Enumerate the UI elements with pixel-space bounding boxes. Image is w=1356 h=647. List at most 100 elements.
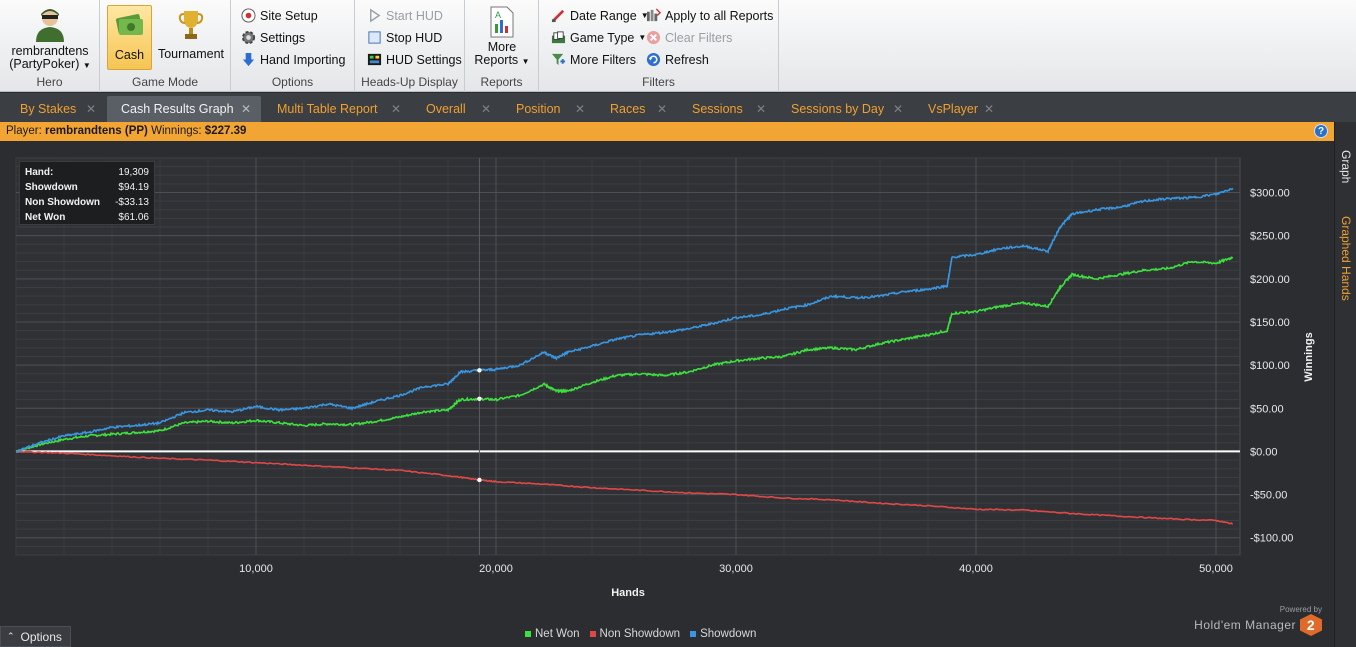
hero-group: rembrandtens (PartyPoker) ▼ Hero <box>0 0 100 92</box>
cash-button[interactable]: Cash <box>107 5 152 70</box>
chart-series <box>15 187 1234 525</box>
side-tab-graph[interactable]: Graph <box>1339 150 1353 184</box>
tab-label: Overall <box>426 102 466 116</box>
cash-label: Cash <box>114 48 145 62</box>
chevron-up-icon: ⌃ <box>7 631 15 641</box>
options-button[interactable]: ⌃ Options <box>0 626 71 647</box>
tab-label: VsPlayer <box>928 102 979 116</box>
hero-button[interactable]: rembrandtens (PartyPoker) ▼ <box>6 6 94 72</box>
tab-races[interactable]: Races ✕ <box>596 96 677 122</box>
more-reports-label-1: More <box>487 40 517 54</box>
hand-marker-point <box>477 368 482 373</box>
close-icon[interactable]: ✕ <box>480 102 491 116</box>
stat-non-showdown-value: -$33.13 <box>115 197 149 208</box>
date-range-icon <box>551 9 565 23</box>
y-tick-label: $0.00 <box>1250 446 1278 458</box>
side-tab-graphed-hands[interactable]: Graphed Hands <box>1339 216 1353 301</box>
series-line-net-won <box>15 256 1234 453</box>
close-icon[interactable]: ✕ <box>85 102 96 116</box>
more-filters-label: More Filters <box>570 52 636 67</box>
more-reports-button[interactable]: A More Reports ▼ <box>469 6 535 68</box>
tournament-button[interactable]: Tournament <box>154 5 228 70</box>
close-icon[interactable]: ✕ <box>574 102 585 116</box>
hud-settings-label: HUD Settings <box>386 52 462 67</box>
game-type-icon <box>551 31 566 44</box>
site-setup-icon <box>241 8 256 23</box>
import-arrow-icon <box>242 52 255 67</box>
game-type-dropdown-icon: ▼ <box>638 33 647 42</box>
tab-vsplayer[interactable]: VsPlayer ✕ <box>914 96 1004 122</box>
hud-group-label: Heads-Up Display <box>361 75 458 89</box>
y-tick-label: $250.00 <box>1250 231 1290 243</box>
tab-overall[interactable]: Overall ✕ <box>412 96 501 122</box>
reports-group: A More Reports ▼ Reports <box>465 0 539 92</box>
tab-multi-table-report[interactable]: Multi Table Report ✕ <box>263 96 411 122</box>
tab-by-stakes[interactable]: By Stakes ✕ <box>6 96 106 122</box>
date-range-label: Date Range <box>570 8 637 23</box>
filters-group-label: Filters <box>642 75 675 89</box>
clear-icon <box>646 30 661 45</box>
stop-hud-button[interactable]: Stop HUD <box>367 30 442 45</box>
trophy-icon <box>178 11 204 39</box>
results-chart: -$100.00 -$50.00 $0.00 $50.00 $100.00 $150.00… <box>15 157 1315 599</box>
player-label: Player: <box>6 125 42 137</box>
game-type-button[interactable]: Game Type ▼ <box>551 30 646 45</box>
apply-all-icon <box>646 8 661 22</box>
x-tick-label: 10,000 <box>239 563 273 575</box>
hud-group: Start HUD Stop HUD HUD Settings Heads-Up… <box>355 0 465 92</box>
stat-hand-value: 19,309 <box>118 167 149 178</box>
tab-sessions-by-day[interactable]: Sessions by Day ✕ <box>777 96 913 122</box>
stat-hand-label: Hand: <box>25 167 54 178</box>
more-filters-button[interactable]: More Filters <box>551 52 636 67</box>
winnings-value: $227.39 <box>204 125 247 137</box>
filters-group: Date Range ▼ Game Type ▼ More Filters Ap… <box>539 0 779 92</box>
x-tick-labels: 10,000 20,000 30,000 40,000 50,000 <box>239 563 1233 575</box>
options-group-label: Options <box>271 75 314 89</box>
hud-settings-button[interactable]: HUD Settings <box>367 52 462 67</box>
options-label: Options <box>20 629 62 644</box>
more-reports-label-2: Reports <box>474 53 519 67</box>
hud-settings-icon <box>367 53 382 66</box>
tab-sessions[interactable]: Sessions ✕ <box>678 96 776 122</box>
hero-dropdown-icon[interactable]: ▼ <box>82 61 91 70</box>
close-icon[interactable]: ✕ <box>755 102 766 116</box>
legend-showdown[interactable]: Showdown <box>690 628 756 640</box>
legend-swatch <box>690 631 697 637</box>
legend-label: Non Showdown <box>599 628 681 640</box>
close-icon[interactable]: ✕ <box>390 102 401 116</box>
more-reports-dropdown-icon: ▼ <box>521 57 530 66</box>
settings-button[interactable]: Settings <box>241 30 305 45</box>
y-tick-label: $50.00 <box>1250 403 1284 415</box>
legend-net-won[interactable]: Net Won <box>525 628 580 640</box>
hero-avatar-icon <box>36 9 64 42</box>
report-tabs: By Stakes ✕ Cash Results Graph ✕ Multi Tab… <box>0 93 1356 122</box>
cash-icon <box>115 14 143 35</box>
svg-text:A: A <box>495 10 501 20</box>
tab-label: Position <box>516 102 561 116</box>
reports-group-label: Reports <box>480 75 523 89</box>
play-icon <box>370 8 381 23</box>
tab-cash-results-graph[interactable]: Cash Results Graph ✕ <box>107 96 261 122</box>
site-setup-button[interactable]: Site Setup <box>241 8 318 23</box>
tab-label: Cash Results Graph <box>121 102 234 116</box>
close-icon[interactable]: ✕ <box>892 102 903 116</box>
clear-filters-button[interactable]: Clear Filters <box>646 30 732 45</box>
refresh-button[interactable]: Refresh <box>646 52 709 67</box>
tab-label: Sessions by Day <box>791 102 885 116</box>
legend-non-showdown[interactable]: Non Showdown <box>589 628 681 640</box>
help-icon[interactable]: ? <box>1314 124 1328 138</box>
stat-non-showdown-label: Non Showdown <box>25 197 100 208</box>
stat-net-won-value: $61.06 <box>118 212 149 223</box>
start-hud-button[interactable]: Start HUD <box>367 8 443 23</box>
y-tick-label: -$50.00 <box>1250 490 1287 502</box>
apply-all-reports-button[interactable]: Apply to all Reports <box>646 8 773 23</box>
y-tick-label: $200.00 <box>1250 274 1290 286</box>
hand-importing-button[interactable]: Hand Importing <box>241 52 345 67</box>
close-icon[interactable]: ✕ <box>240 102 251 116</box>
close-icon[interactable]: ✕ <box>656 102 667 116</box>
close-icon[interactable]: ✕ <box>983 102 994 116</box>
tab-position[interactable]: Position ✕ <box>502 96 595 122</box>
player-name: rembrandtens (PP) <box>45 125 148 137</box>
date-range-button[interactable]: Date Range ▼ <box>551 8 649 23</box>
apply-all-label: Apply to all Reports <box>665 8 774 23</box>
